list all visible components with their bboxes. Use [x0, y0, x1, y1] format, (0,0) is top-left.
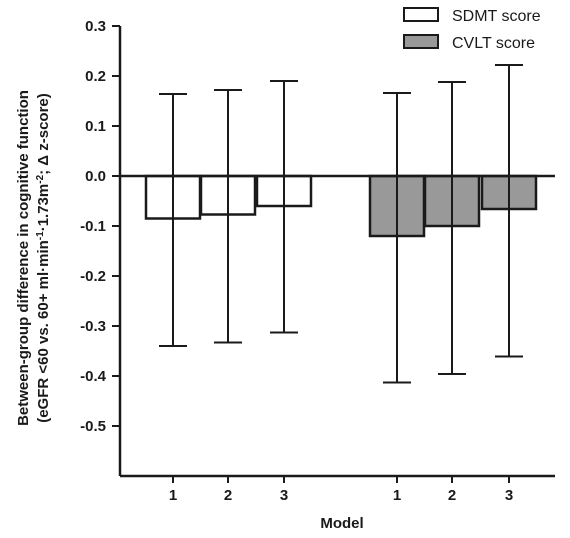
x-tick-label: 2	[448, 487, 456, 504]
y-axis-title-part-a: (eGFR <60 vs. 60+ ml·min	[35, 240, 52, 423]
x-tick-label: 1	[393, 487, 401, 504]
x-axis-title: Model	[320, 515, 363, 532]
legend-label-cvlt: CVLT score	[452, 35, 535, 52]
y-axis-title-line2: (eGFR <60 vs. 60+ ml·min-1·1.73m-2; Δ z-…	[35, 93, 53, 423]
x-tick-label: 1	[169, 487, 177, 504]
y-axis-title-sup2: -2	[35, 174, 46, 183]
y-tick-label: 0.1	[85, 118, 106, 135]
y-tick-label: 0.3	[85, 18, 106, 35]
y-axis-title-part-c: ; Δ z-score)	[35, 93, 52, 175]
y-tick-label: -0.4	[80, 368, 107, 385]
y-axis-title: Between-group difference in cognitive fu…	[15, 90, 52, 426]
y-tick-label: 0.2	[85, 68, 106, 85]
y-tick-label: -0.5	[80, 418, 106, 435]
plot-area: 0.3 0.2 0.1 0.0 -0.1 -0.2 -0.3 -0.4 -0.5 1 2 3 1 2 3 SD…	[80, 7, 555, 504]
x-tick-label: 3	[280, 487, 288, 504]
y-axis-title-sup1: -1	[35, 231, 46, 240]
x-tick-label: 3	[505, 487, 513, 504]
legend-label-sdmt: SDMT score	[452, 8, 541, 25]
y-axis-title-line1: Between-group difference in cognitive fu…	[15, 90, 32, 426]
y-tick-label: -0.3	[80, 318, 106, 335]
legend-swatch-sdmt	[403, 7, 439, 22]
y-tick-label: 0.0	[85, 168, 106, 185]
legend-swatch-cvlt	[403, 34, 439, 49]
x-tick-label: 2	[224, 487, 232, 504]
y-axis-title-part-b: ·1.73m	[35, 184, 52, 232]
y-tick-label: -0.1	[80, 218, 106, 235]
y-tick-label: -0.2	[80, 268, 106, 285]
